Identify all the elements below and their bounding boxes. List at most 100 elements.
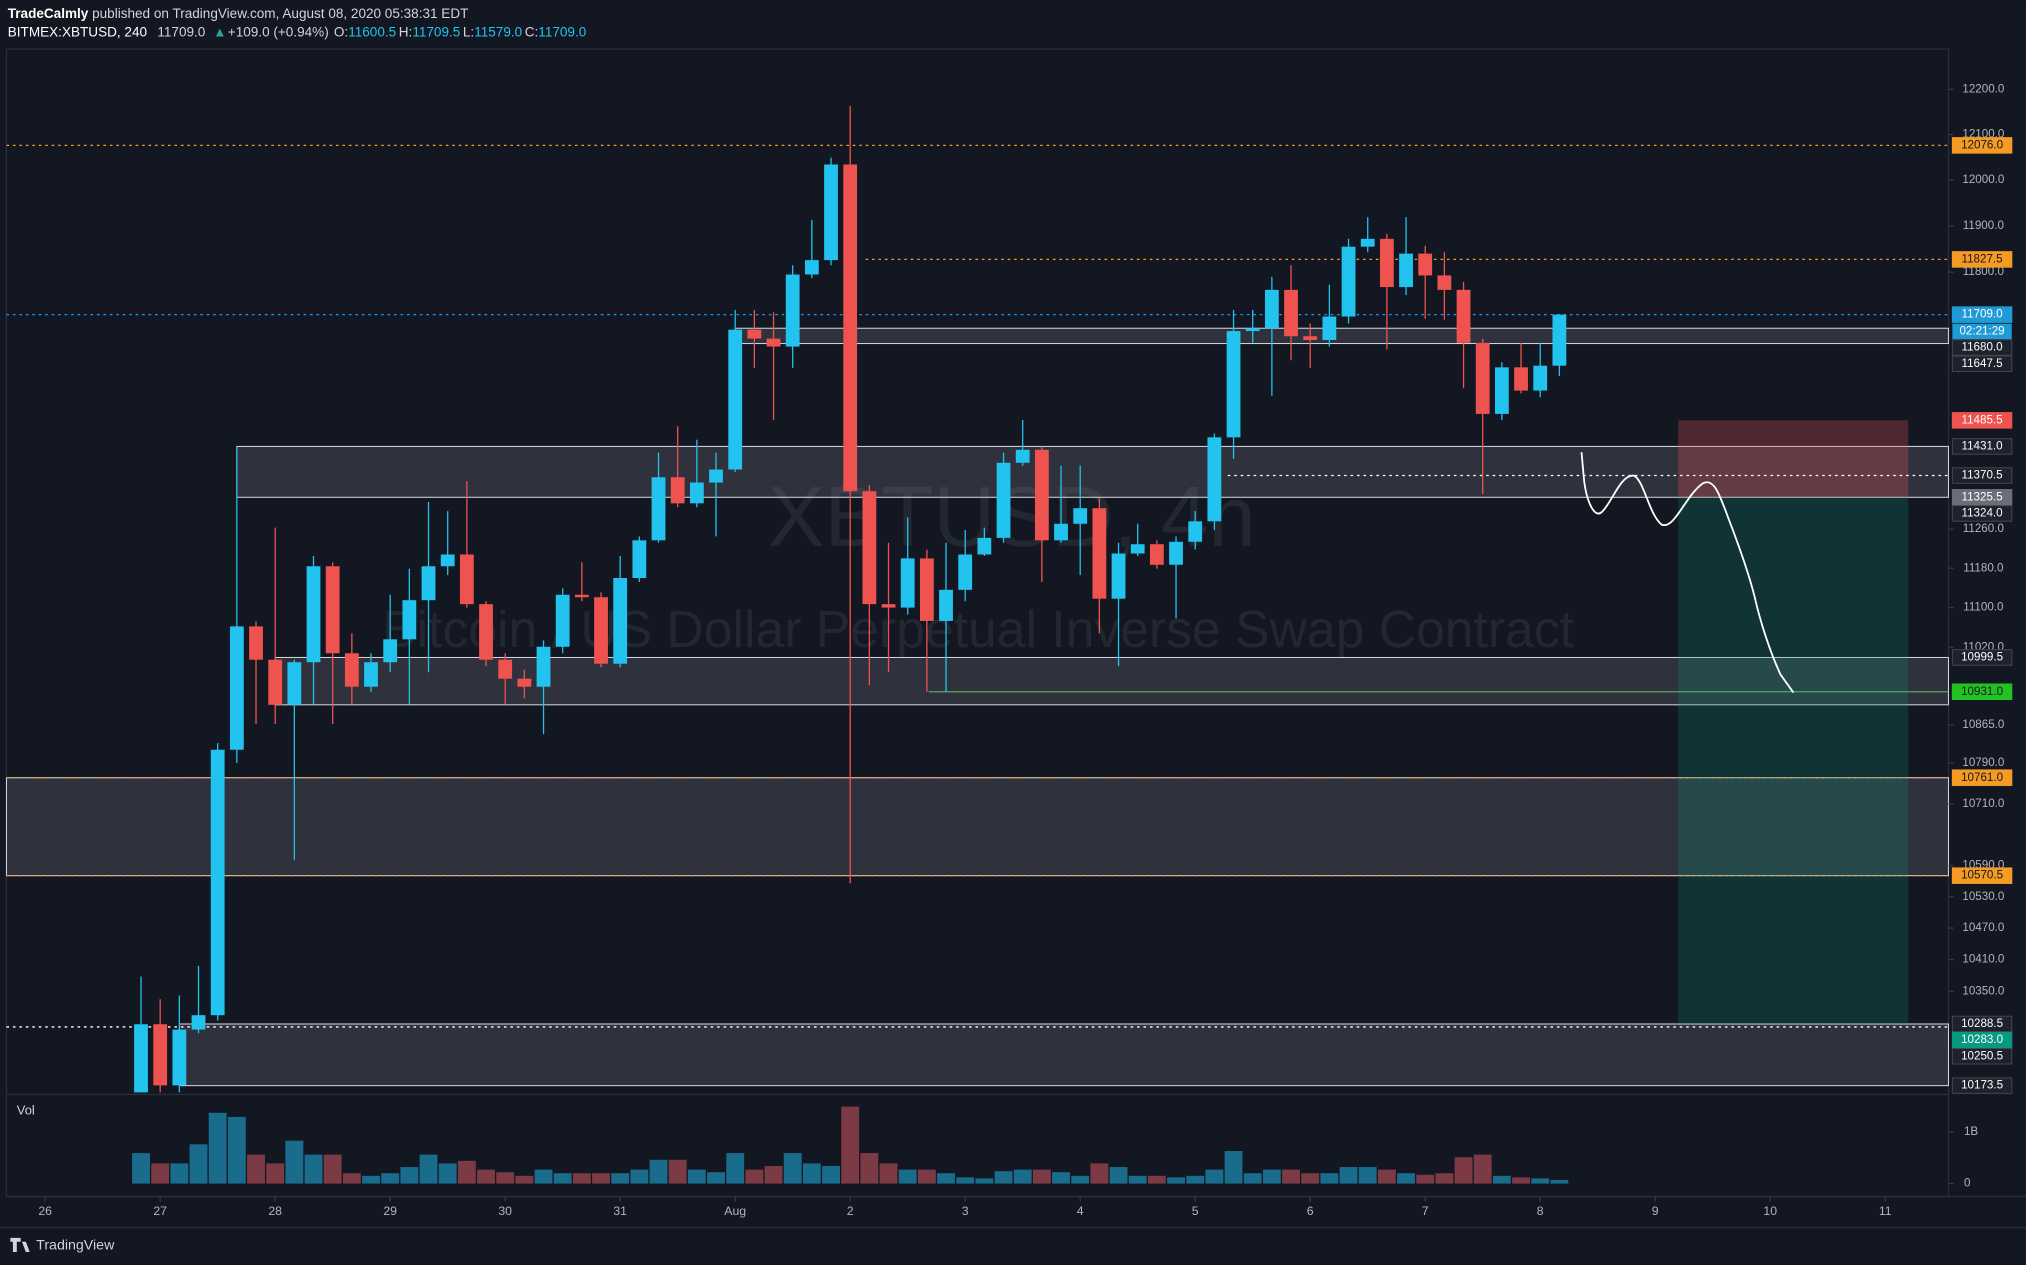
price-badge-label: 10283.0 [1961,1033,2003,1046]
candle-body [996,462,1011,538]
candle-body [1552,314,1567,366]
x-tick-label: 11 [1879,1204,1892,1218]
candle-body [479,604,493,660]
zones [5,327,1949,1087]
x-tick-label: 5 [1192,1204,1199,1218]
volume-bar [668,1159,687,1184]
volume-bar [1454,1157,1473,1184]
candle-body [172,1029,187,1086]
brand: TradingView [36,1237,115,1253]
candle-body [843,164,858,492]
volume-bar [1492,1175,1511,1184]
price-badge [1951,438,2013,455]
volume-bar [1071,1175,1090,1184]
legend-line: BITMEX:XBTUSD, 240 11709.0 ▲+109.0 (+0.94%… [8,24,587,39]
candle-body [594,597,608,664]
candle-body [1034,449,1049,541]
volume-bar [879,1163,898,1184]
volume-bar [1531,1178,1550,1184]
x-tick-label: 10 [1763,1204,1777,1218]
volume-bar [208,1112,227,1184]
candle-body [306,566,321,663]
h-val: 11709.5 [412,24,460,39]
price-badge-label: 10570.5 [1961,869,2003,882]
candle-body [1188,521,1203,542]
volume-bar [1090,1163,1109,1184]
volume-bar [917,1169,936,1184]
volume-bar [170,1163,189,1184]
volume-bar [1358,1167,1377,1184]
y-tick-label: 12200.0 [1962,82,2004,95]
y-tick-label: 10710.0 [1962,797,2004,810]
candle-body [1284,289,1298,337]
candle-body [229,626,244,750]
price-badge [1951,1031,2013,1049]
volume-bar [994,1171,1013,1184]
candle-body [191,1015,206,1030]
watermark-description: Bitcoin / US Dollar Perpetual Inverse Sw… [382,600,1574,658]
price-badge [1951,355,2013,373]
last-price: 11709.0 [157,24,205,39]
candle-body [1207,437,1222,522]
volume-bar [1262,1169,1281,1184]
volume-bar [1301,1173,1320,1184]
volume-bar [802,1163,821,1184]
volume-bar [1013,1169,1032,1184]
candle-body [804,260,819,275]
x-tick-label: 6 [1307,1204,1314,1218]
candle-body [344,653,359,687]
candle-body [459,554,474,605]
volume-bar [1205,1169,1224,1184]
volume-bar [592,1173,610,1184]
h-key: H: [399,24,413,39]
volume-bar [1473,1154,1492,1184]
volume-bar [1377,1169,1396,1184]
candle-body [881,604,896,608]
volume-bar [687,1169,706,1184]
volume-bar [1052,1172,1070,1184]
candle-body [268,659,283,705]
countdown-label: 02:21:29 [1959,325,2004,338]
candle-body [325,566,340,654]
l-val: 11579.0 [474,24,522,39]
x-tick-label: 29 [383,1204,397,1218]
volume-bar [1550,1179,1569,1184]
volume-bar [1282,1169,1300,1184]
price-badge-label: 11324.0 [1962,507,2003,520]
y-tick-label: 11180.0 [1963,561,2003,574]
x-tick-label: 30 [498,1204,512,1218]
volume-bar [860,1153,879,1184]
price-badge-label: 11647.5 [1962,357,2003,370]
countdown-badge [1952,323,2012,340]
x-tick-label: Aug [724,1204,746,1218]
candle-body [249,626,263,660]
c-key: C: [525,24,539,39]
candle-body [440,554,455,567]
candle-body [1092,508,1107,599]
candle-body [1418,253,1433,276]
volume-bar [1416,1174,1435,1184]
candle-body [958,554,973,590]
symbol: BITMEX:XBTUSD, 240 [8,24,147,39]
zone [178,1023,1949,1087]
volume-bar [1128,1175,1147,1184]
published: published on TradingView.com, August 08,… [92,6,468,21]
volume-bar [189,1144,208,1184]
candle-body [651,477,666,541]
candle-body [555,594,570,647]
candle-body [824,164,838,261]
candle-body [785,274,800,347]
price-badge [1951,412,2013,429]
price-badge-label: 12076.0 [1961,138,2003,151]
candle-body [1149,544,1164,565]
volume-bar [956,1177,975,1184]
candle-body [1130,544,1145,554]
candle-body [1456,289,1471,343]
volume-bar [783,1153,802,1184]
price-badge-label: 11680.0 [1962,341,2003,354]
price-badge-label: 10761.0 [1961,771,2003,784]
volume-bar [745,1169,764,1184]
volume-bar [400,1167,419,1184]
candle-body [536,646,551,687]
